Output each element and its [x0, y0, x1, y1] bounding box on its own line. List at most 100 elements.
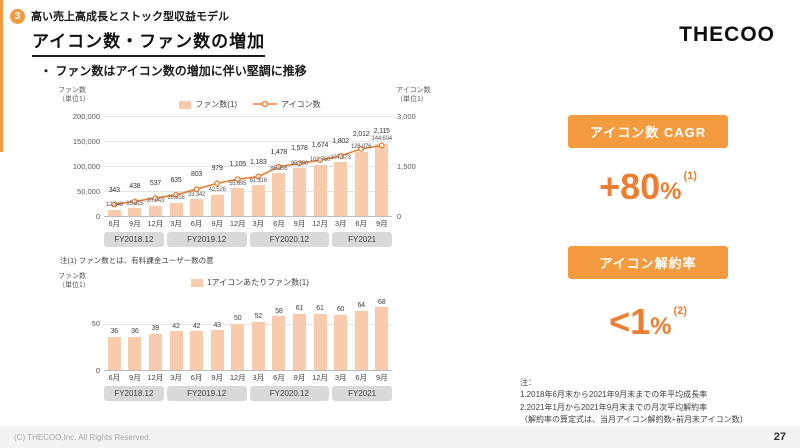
fiscal-year-label: FY2021: [332, 386, 392, 401]
bar-value-label: 36: [110, 328, 119, 336]
legend-item-fans-per-icon: 1アイコンあたりファン数(1): [191, 277, 309, 288]
data-bar: [272, 316, 286, 370]
chart-body: 200,000 150,000 100,000 50,000 0 12,348 15,81…: [58, 112, 440, 221]
legend-label-icons: アイコン数: [281, 100, 321, 109]
x-axis-label: 12月: [229, 373, 246, 382]
bar-swatch-icon: [191, 278, 204, 287]
x-axis-label: 3月: [170, 373, 182, 382]
bar-value-label: 42: [192, 322, 201, 330]
churn-badge: アイコン解約率: [568, 246, 728, 279]
cagr-stat: +80%(1): [520, 166, 776, 208]
data-bar: [375, 143, 389, 216]
bar-value-label: 107,573: [330, 154, 351, 161]
bar-value-label: 128,876: [350, 144, 372, 151]
y-axis-tick-label: 0: [397, 211, 402, 221]
line-value-label: 1,105: [229, 161, 246, 169]
left-axis-title-line1: ファン数: [58, 87, 86, 94]
bar-value-label: 61,516: [249, 177, 267, 184]
line-value-label: 537: [149, 180, 161, 188]
footnote-title: 注：: [520, 378, 536, 387]
y-axis-tick-label: 150,000: [72, 136, 100, 146]
chart-footnote: 注(1) ファン数とは、有料課金ユーザー数の意: [60, 256, 214, 265]
x-axis-label: 6月: [355, 373, 368, 382]
data-bar: [128, 208, 142, 216]
line-value-label: 1,183: [250, 158, 267, 166]
data-bar: [231, 323, 245, 370]
x-axis-label: 12月: [312, 219, 328, 228]
data-bar: [210, 330, 224, 370]
section-number-badge: 3: [10, 8, 25, 24]
y-axis-tick-label: 1,500: [397, 161, 416, 171]
fiscal-year-label: FY2019.12: [166, 232, 247, 247]
y-axis-tick-label: 0: [95, 211, 100, 221]
data-bar: [313, 313, 327, 370]
chart-legend: 1アイコンあたりファン数(1): [191, 277, 309, 288]
x-axis-label: 9月: [129, 219, 141, 228]
fiscal-year-row: FY2018.12 FY2019.12 FY2020.12 FY2021: [104, 386, 392, 401]
x-axis-label: 6月: [355, 219, 368, 228]
churn-stat: <1%(2): [520, 301, 776, 343]
x-axis-label: 3月: [334, 219, 347, 228]
y-axis-tick-label: 50: [91, 319, 100, 329]
bar-value-label: 68: [378, 298, 386, 306]
data-bar: [148, 205, 162, 216]
left-axis-title-line1: ファン数: [58, 273, 86, 280]
chart-header-row: ファン数 （単位1） 1アイコンあたりファン数(1): [58, 272, 440, 296]
footnote-line-1: 1.2018年6月末から2021年9月末までの年平均成長率: [520, 390, 708, 400]
line-value-label: 1,578: [291, 145, 308, 153]
bar-value-label: 39: [151, 325, 160, 333]
bar-value-label: 64: [357, 302, 365, 310]
section-header: 3 高い売上高成長とストック型収益モデル: [10, 8, 229, 24]
y-axis-tick-label: 100,000: [72, 161, 100, 171]
data-bar: [210, 194, 224, 216]
gridline: [104, 141, 392, 142]
right-axis-title-line1: アイコン数: [395, 87, 431, 94]
cagr-badge: アイコン数 CAGR: [568, 115, 728, 148]
page-number: 27: [773, 431, 786, 443]
data-bar: [169, 202, 183, 216]
data-bar: [292, 168, 306, 216]
x-axis-label: 12月: [229, 219, 246, 228]
plot-area: 12,348 15,815 20,943 26,616 33,342 42,526 55,6…: [104, 116, 392, 217]
line-swatch-icon: [253, 100, 278, 110]
bar-value-label: 33,342: [187, 191, 206, 198]
bar-value-label: 42,526: [208, 187, 226, 194]
data-bar: [107, 336, 121, 370]
data-bar: [313, 164, 327, 216]
bar-value-label: 61: [295, 305, 304, 313]
chart-body: 50 0 36 36 39 42 42 43 50 52 58 61 61 60 64 68: [58, 296, 440, 375]
gridline: [104, 216, 392, 217]
fiscal-year-label: FY2018.12: [104, 386, 164, 401]
data-bar: [107, 209, 121, 216]
key-message: ・ ファン数はアイコン数の増加に伴い堅調に推移: [40, 62, 307, 79]
line-value-label: 1,478: [270, 148, 288, 156]
x-axis-label: 6月: [108, 219, 121, 228]
fiscal-year-label: FY2020.12: [249, 386, 330, 401]
legend-item-fans: ファン数(1): [179, 99, 237, 110]
data-bar: [190, 199, 204, 216]
data-bar: [292, 313, 306, 370]
x-axis-label: 9月: [375, 219, 388, 228]
bar-value-label: 42: [172, 322, 180, 330]
chart-legend: ファン数(1) アイコン数: [179, 99, 321, 110]
data-bar: [334, 314, 348, 370]
fiscal-year-label: FY2019.12: [166, 386, 247, 401]
gridline: [104, 323, 392, 325]
bar-value-label: 58: [275, 307, 283, 315]
bar-value-label: 55,695: [229, 180, 247, 187]
data-bar: [354, 310, 368, 370]
bar-value-label: 52: [254, 313, 263, 321]
legend-label-fans: ファン数(1): [195, 100, 238, 109]
x-axis-label: 6月: [108, 373, 121, 382]
data-bar: [334, 162, 348, 216]
y-axis-tick-label: 50,000: [77, 186, 100, 196]
cagr-value: +80: [599, 166, 661, 207]
copyright-text: (C) THECOO,Inc. All Rights Reserved.: [14, 432, 151, 442]
key-message-text: ファン数はアイコン数の増加に伴い堅調に推移: [55, 64, 307, 78]
charts-column: ファン数 （単位1） ファン数(1) アイコン数 アイコン数 （単位1）: [58, 86, 440, 401]
bar-value-label: 26,616: [167, 195, 185, 202]
churn-footnote-ref: (2): [673, 305, 687, 317]
data-bar: [231, 188, 245, 216]
x-axis-label: 12月: [147, 373, 164, 382]
